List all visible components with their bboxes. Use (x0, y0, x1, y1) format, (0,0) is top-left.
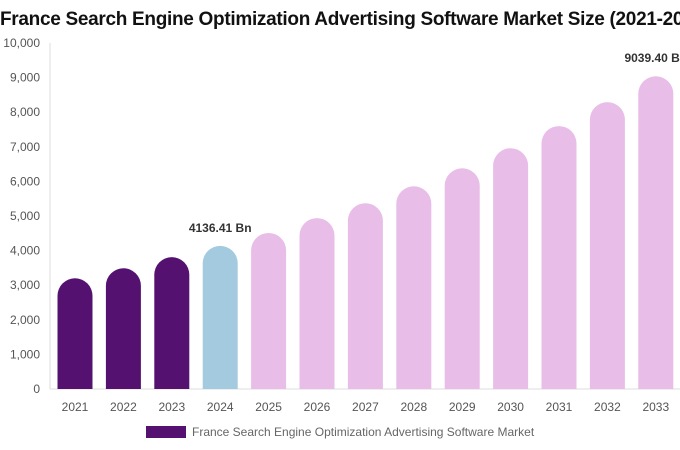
legend: France Search Engine Optimization Advert… (146, 425, 534, 439)
data-label: 9039.40 Bn (624, 51, 680, 65)
y-tick-label: 6,000 (10, 174, 40, 188)
x-tick-label: 2032 (594, 400, 621, 414)
y-tick-label: 9,000 (10, 71, 40, 85)
y-tick-label: 2,000 (10, 313, 40, 327)
bar-2029 (444, 168, 480, 389)
bar-2033 (638, 76, 674, 390)
x-tick-label: 2028 (400, 400, 427, 414)
legend-swatch (146, 426, 186, 438)
x-tick-label: 2021 (62, 400, 89, 414)
y-tick-label: 5,000 (10, 209, 40, 223)
x-tick-label: 2027 (352, 400, 379, 414)
y-tick-label: 10,000 (3, 36, 40, 50)
bar-2023 (154, 257, 190, 389)
y-tick-label: 4,000 (10, 244, 40, 258)
data-label: 4136.41 Bn (189, 221, 252, 235)
bar-2032 (589, 102, 625, 389)
y-tick-label: 8,000 (10, 105, 40, 119)
bar-2026 (299, 218, 335, 389)
x-tick-label: 2031 (546, 400, 573, 414)
x-tick-label: 2029 (449, 400, 476, 414)
bar-2025 (251, 232, 287, 389)
x-tick-label: 2022 (110, 400, 137, 414)
x-tick-label: 2026 (304, 400, 331, 414)
legend-label: France Search Engine Optimization Advert… (192, 425, 535, 439)
bar-2030 (493, 148, 529, 389)
x-tick-label: 2025 (255, 400, 282, 414)
bar-2024 (202, 245, 238, 389)
bar-2027 (347, 203, 383, 389)
x-tick-label: 2033 (642, 400, 669, 414)
y-tick-label: 7,000 (10, 140, 40, 154)
y-tick-label: 3,000 (10, 278, 40, 292)
bar-2028 (396, 186, 432, 389)
bar-2031 (541, 126, 577, 390)
x-tick-label: 2024 (207, 400, 234, 414)
bar-2022 (105, 268, 141, 389)
y-tick-label: 0 (33, 382, 40, 396)
x-tick-label: 2030 (497, 400, 524, 414)
x-tick-label: 2023 (158, 400, 185, 414)
chart-title: France Search Engine Optimization Advert… (0, 9, 680, 30)
y-tick-label: 1,000 (10, 347, 40, 361)
bar-2021 (57, 278, 93, 389)
